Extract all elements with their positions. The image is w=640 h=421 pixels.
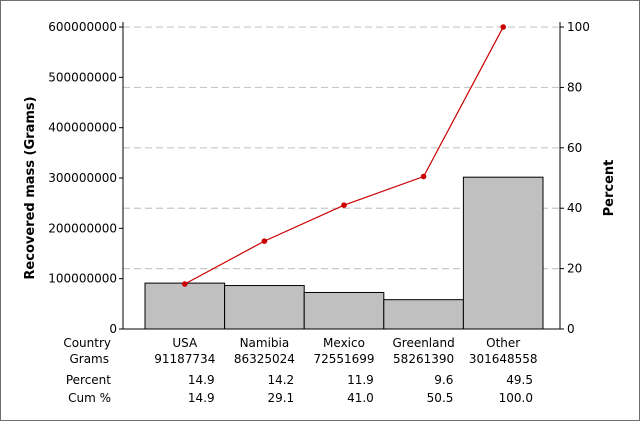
- cumulative-point: [341, 202, 347, 208]
- data-table: Country Grams Percent Cum % USA Namibia Mexico…: [63, 336, 537, 405]
- cumulative-point: [261, 238, 268, 244]
- bar: [303, 291, 385, 330]
- table-cell: 86325024: [234, 352, 295, 366]
- bar: [383, 299, 464, 330]
- table-cell: 100.0: [499, 391, 533, 405]
- table-cell: 49.5: [506, 373, 533, 387]
- table-cell: 91187734: [154, 352, 215, 366]
- right-tick-label: 0: [567, 322, 575, 336]
- bar: [462, 176, 544, 330]
- table-cell: Other: [486, 336, 520, 350]
- right-tick-label: 60: [567, 141, 582, 155]
- left-tick-label: 300000000: [48, 171, 117, 185]
- table-cell: 9.6: [434, 373, 453, 387]
- table-cell: 14.9: [188, 373, 215, 387]
- table-row-label: Cum %: [68, 391, 111, 405]
- cumulative-percent-line: [184, 26, 504, 285]
- table-cell: 14.9: [188, 391, 215, 405]
- table-cell: Mexico: [323, 336, 365, 350]
- table-cell: 72551699: [313, 352, 374, 366]
- left-tick-label: 200000000: [48, 221, 117, 235]
- tick-labels: 0 100000000 200000000 300000000 400000000 500…: [48, 20, 590, 336]
- left-tick-label: 400000000: [48, 121, 117, 135]
- table-cell: USA: [172, 336, 198, 350]
- table-cell: 14.2: [267, 373, 294, 387]
- cumulative-point: [500, 24, 507, 30]
- left-axis-title: Recovered mass (Grams): [23, 96, 38, 279]
- right-tick-label: 20: [567, 262, 582, 276]
- table-row-label: Grams: [69, 352, 109, 366]
- right-tick-label: 80: [567, 80, 582, 94]
- table-row-label: Country: [63, 336, 111, 350]
- bar: [144, 282, 226, 330]
- table-cell: 50.5: [427, 391, 454, 405]
- table-cell: Namibia: [240, 336, 290, 350]
- table-row-label: Percent: [66, 373, 111, 387]
- right-axis-title: Percent: [602, 160, 617, 217]
- left-tick-label: 0: [109, 322, 117, 336]
- table-cell: 58261390: [393, 352, 454, 366]
- right-tick-label: 40: [567, 201, 582, 215]
- table-cell: 11.9: [347, 373, 374, 387]
- cumulative-point: [182, 281, 188, 287]
- bar: [224, 285, 305, 330]
- axes: [119, 22, 564, 330]
- table-cell: 29.1: [267, 391, 294, 405]
- table-cell: 41.0: [347, 391, 374, 405]
- right-tick-label: 100: [567, 20, 590, 34]
- cumulative-point: [420, 173, 427, 180]
- cumulative-line: [182, 24, 507, 287]
- table-cell: Greenland: [392, 336, 454, 350]
- left-tick-label: 600000000: [48, 20, 117, 34]
- table-cell: 301648558: [469, 352, 538, 366]
- left-tick-label: 100000000: [48, 272, 117, 286]
- left-tick-label: 500000000: [48, 70, 117, 84]
- bars: [144, 176, 544, 330]
